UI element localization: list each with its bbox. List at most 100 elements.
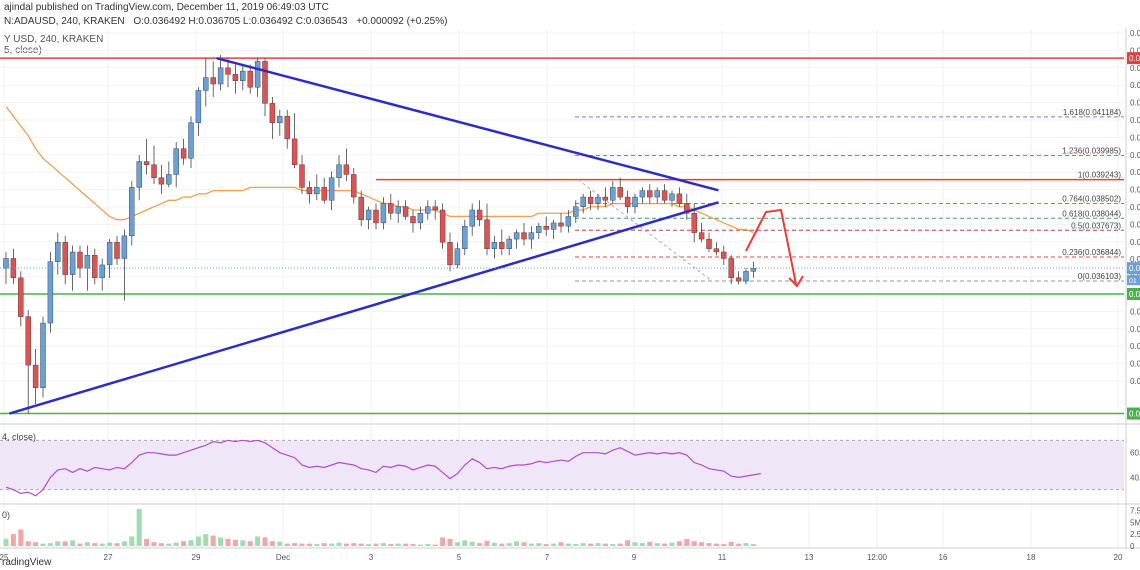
volume-bar: [188, 540, 194, 546]
candle-body: [476, 209, 483, 220]
volume-bar: [210, 535, 216, 546]
volume-bar: [610, 544, 616, 546]
candle-body: [573, 206, 579, 217]
volume-bar: [669, 542, 675, 546]
candle-body: [721, 251, 727, 259]
candle-body: [743, 271, 749, 282]
candle-body: [203, 77, 209, 91]
y-tick-label: 0.0: [1130, 99, 1140, 108]
volume-bar: [18, 529, 24, 546]
candle-body: [284, 116, 290, 140]
y-tick-label: 0.0: [1130, 342, 1140, 351]
volume-bar: [499, 543, 505, 546]
candle-body: [373, 209, 379, 224]
volume-bar: [47, 543, 53, 546]
volume-bar: [269, 541, 275, 546]
x-tick-label: 27: [104, 553, 113, 562]
y-tick-label: 0.0: [1130, 377, 1140, 386]
candle-body: [469, 209, 475, 227]
volume-bar: [743, 543, 749, 546]
candle-body: [491, 242, 498, 249]
rsi-tick-label: 60.: [1130, 449, 1140, 458]
volume-tick-label: 5M: [1130, 518, 1140, 527]
volume-bar: [750, 544, 756, 546]
y-tick-label: 0.0: [1130, 64, 1140, 73]
change-text: +0.000092 (+0.25%): [356, 16, 448, 27]
candle-body: [639, 190, 646, 198]
candle-body: [358, 196, 364, 220]
volume-bar: [706, 543, 712, 546]
volume-bar: [33, 542, 39, 546]
volume-bar: [92, 543, 98, 546]
volume-bar: [728, 541, 734, 546]
candle-body: [306, 187, 313, 195]
candle-body: [106, 242, 113, 266]
volume-bar: [70, 540, 76, 546]
candle-body: [536, 225, 542, 233]
rsi-line: [5, 439, 761, 497]
volume-bar: [551, 543, 557, 546]
x-tick-label: 7: [545, 553, 550, 562]
candle-body: [558, 222, 564, 227]
volume-bar: [114, 543, 120, 546]
candle-body: [661, 190, 668, 201]
candle-body: [277, 116, 283, 123]
candle-body: [543, 225, 549, 230]
volume-bar: [380, 543, 386, 546]
volume-bar: [232, 539, 238, 546]
volume-bar: [462, 540, 468, 546]
y-tick-label: 0.0: [1130, 29, 1140, 38]
volume-bar: [144, 538, 150, 546]
candle-body: [565, 216, 572, 227]
candle-body: [462, 225, 468, 249]
candle-body: [77, 251, 83, 269]
volume-bar: [166, 543, 172, 546]
volume-bar: [62, 541, 68, 546]
volume-bar: [277, 541, 283, 546]
fib-level-label: 1.618(0.041184): [1063, 108, 1121, 117]
symbol-text: N:ADAUSD, 240, KRAKEN: [4, 16, 125, 27]
publisher-text: ajindal published on TradingView.com, De…: [4, 2, 329, 13]
candle-body: [47, 261, 54, 324]
current-price-tag: [1127, 262, 1140, 275]
volume-bar: [121, 541, 127, 546]
countdown-tag: [1127, 275, 1140, 286]
candle-body: [624, 196, 631, 207]
y-tick-label: 0.0: [1130, 203, 1140, 212]
candle-body: [232, 74, 239, 81]
candle-body: [166, 174, 172, 185]
y-tick-label: 0.0: [1130, 133, 1140, 142]
candle-body: [136, 161, 142, 188]
volume-bar: [580, 543, 586, 546]
candle-body: [617, 187, 623, 198]
candle-body: [195, 90, 202, 123]
volume-bar: [84, 542, 90, 546]
candle-body: [513, 232, 520, 240]
footer-brand: radingView: [2, 557, 52, 568]
candle-body: [432, 206, 438, 211]
y-tick-label: 0.0: [1130, 81, 1140, 90]
volume-bar: [573, 544, 579, 546]
volume-bar: [343, 543, 349, 546]
volume-bar: [617, 543, 623, 546]
fib-level-label: 0.764(0.038502): [1062, 194, 1121, 203]
volume-bar: [203, 534, 209, 546]
volume-bar: [255, 536, 261, 546]
volume-bar: [654, 543, 660, 546]
rsi-label: 4, close): [2, 432, 36, 442]
volume-bar: [329, 543, 335, 546]
candle-body: [180, 148, 187, 159]
candle-body: [728, 258, 734, 279]
candle-body: [684, 203, 690, 214]
volume-bar: [676, 541, 682, 546]
volume-bar: [484, 540, 490, 546]
forecast-arrow: [745, 208, 797, 285]
candle-body: [40, 322, 46, 388]
volume-bar: [218, 537, 224, 546]
volume-tick-label: 2.5: [1130, 530, 1140, 539]
candle-body: [669, 193, 675, 201]
candle-body: [210, 77, 216, 85]
candle-body: [32, 364, 39, 388]
volume-bar: [506, 543, 512, 546]
